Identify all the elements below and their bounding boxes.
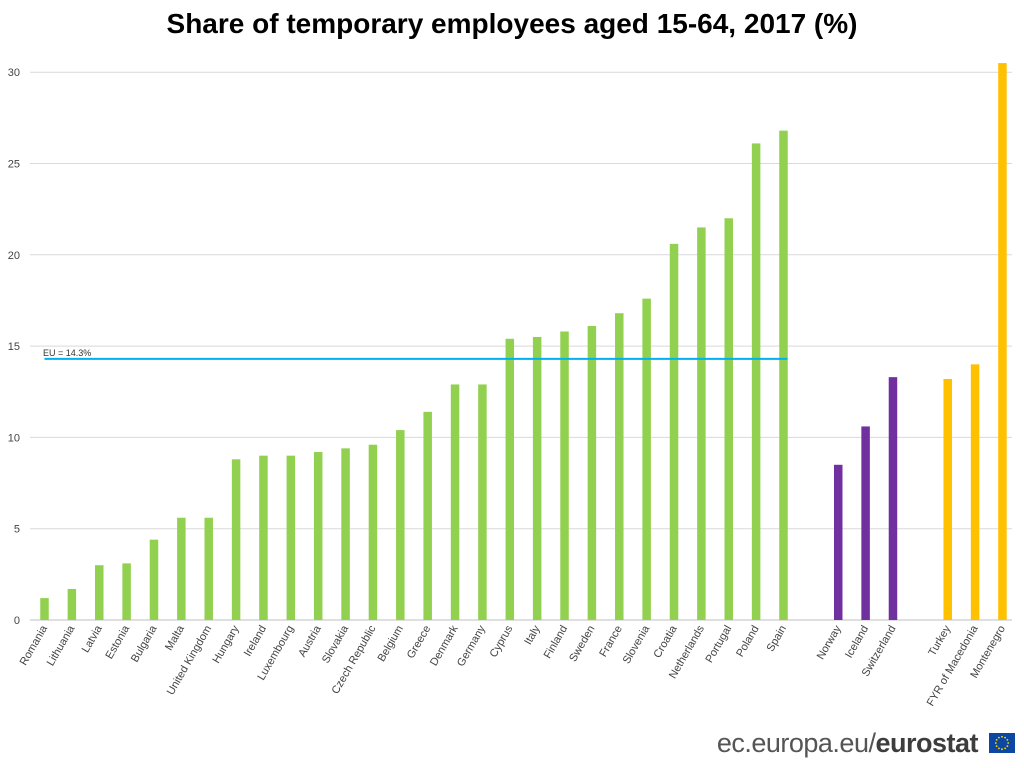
bar [532,336,542,620]
bar [204,517,213,620]
x-tick-label: Bulgaria [129,623,160,665]
bar [423,411,432,620]
bar [779,130,788,620]
y-tick-label: 25 [8,159,20,171]
x-tick-label: Iceland [843,624,871,661]
x-tick-label: Hungary [211,623,242,665]
bar [40,598,49,620]
x-tick-label: Norway [815,623,844,662]
bar [669,243,679,620]
chart-title: Share of temporary employees aged 15-64,… [166,8,858,39]
bar [286,455,296,620]
bar [368,444,378,620]
bar [122,563,131,620]
bar [833,464,843,620]
bar [615,313,624,620]
y-tick-label: 15 [8,341,20,353]
bar [998,63,1007,620]
bars [40,63,1007,620]
source-url: ec.europa.eu/ [716,728,876,758]
bar [861,426,870,620]
y-tick-label: 5 [14,524,20,536]
bar [149,539,159,620]
bar [67,588,77,620]
x-tick-label: Spain [765,624,789,654]
x-tick-label: Estonia [103,623,132,662]
x-tick-label: Belgium [376,624,406,664]
y-tick-label: 30 [8,67,20,79]
x-tick-label: Cyprus [488,623,516,660]
bar [450,384,460,620]
eu-flag-icon [989,733,1015,753]
y-tick-label: 0 [14,615,20,627]
bar [751,143,761,620]
x-tick-label: Portugal [703,624,734,665]
x-tick-label: Poland [734,624,762,660]
y-tick-label: 20 [8,250,20,262]
gridlines [30,71,1012,621]
bar [587,326,597,620]
bar [259,455,268,620]
x-tick-label: Ireland [242,624,269,659]
bar [724,218,733,620]
x-tick-label: Slovenia [621,623,653,666]
y-axis-ticks: 0 5 10 15 20 25 30 [8,67,20,627]
bar [313,452,323,620]
eu-average-label: EU = 14.3% [43,348,91,358]
x-tick-label: Finland [542,624,570,661]
bar [943,378,952,620]
bar [231,459,241,620]
bar [478,384,487,620]
bar [341,448,350,620]
bar [642,298,651,620]
bar [94,565,104,620]
bar [697,227,706,620]
bar [177,517,186,620]
eurostat-logo-text: eurostat [875,728,978,758]
x-tick-label: Turkey [926,623,953,658]
x-tick-label: Sweden [567,624,597,664]
x-tick-label: Austria [296,623,324,659]
x-tick-label: France [597,624,625,660]
bar [560,331,569,620]
x-tick-label: Latvia [80,623,106,655]
eu-reference: EU = 14.3% [43,348,788,360]
bar [396,430,405,620]
bar [970,364,980,620]
x-tick-label: Italy [522,623,543,647]
y-tick-label: 10 [8,432,20,444]
source-credit: ec.europa.eu/eurostat [716,728,979,759]
bar [505,338,515,620]
x-tick-label: Greece [405,624,433,661]
x-tick-label: Croatia [651,623,680,660]
x-tick-label: Malta [163,623,187,653]
bar [888,377,898,620]
